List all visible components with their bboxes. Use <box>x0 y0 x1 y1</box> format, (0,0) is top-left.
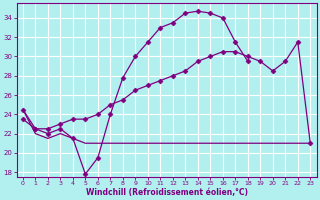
X-axis label: Windchill (Refroidissement éolien,°C): Windchill (Refroidissement éolien,°C) <box>85 188 248 197</box>
